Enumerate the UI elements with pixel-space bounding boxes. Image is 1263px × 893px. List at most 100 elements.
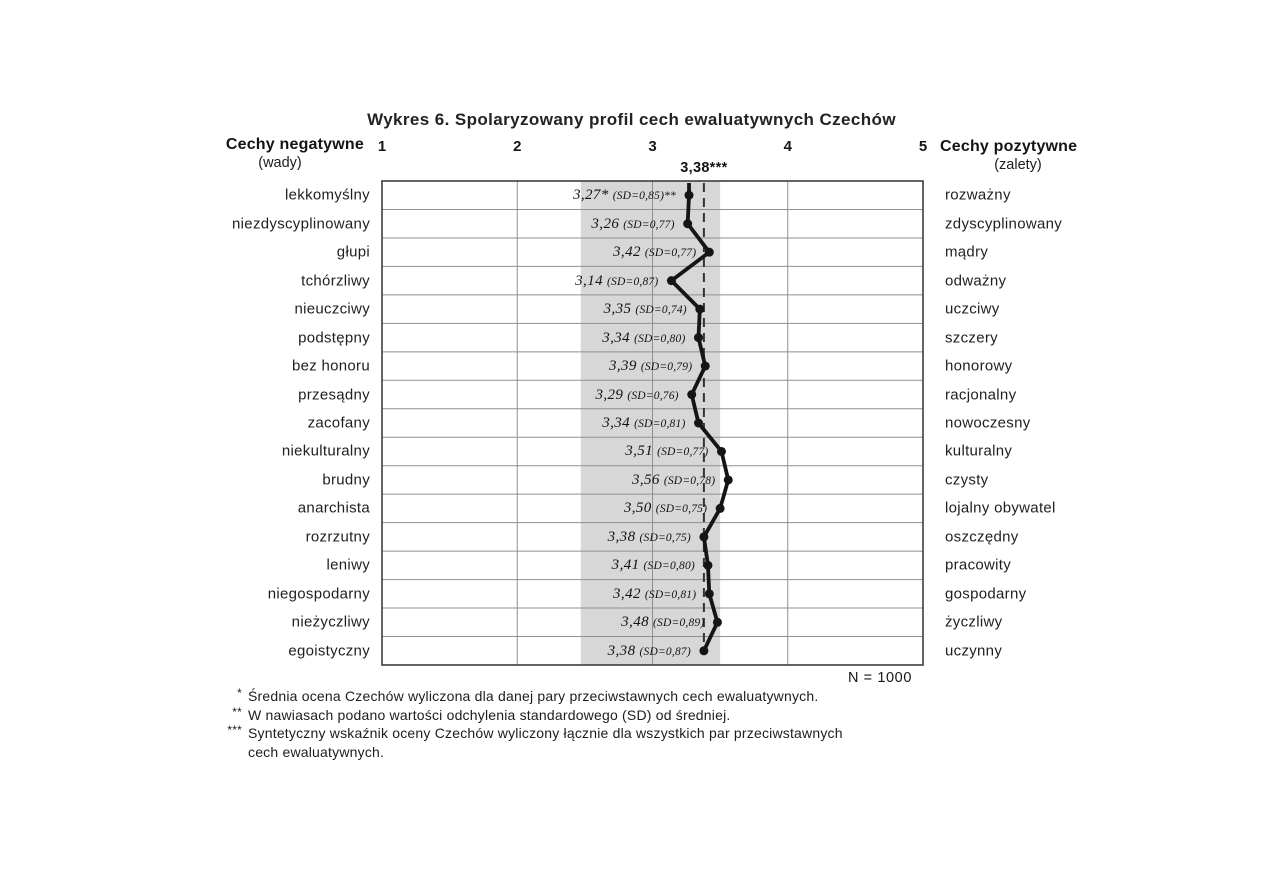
- mean-value: 3,42: [613, 244, 641, 261]
- positive-trait-label: nowoczesny: [945, 414, 1031, 432]
- negative-trait-label: niekulturalny: [281, 442, 370, 460]
- negative-trait-label: egoistyczny: [288, 642, 370, 660]
- footnote-marker: ***: [227, 723, 242, 737]
- sd-value: (SD=0,89): [653, 617, 705, 630]
- footnote: *** Syntetyczny wskaźnik oceny Czechów wy…: [200, 723, 1048, 761]
- mean-value: 3,26: [591, 215, 620, 232]
- positive-trait-label: uczynny: [945, 642, 1003, 660]
- mean-value: 3,39: [608, 358, 637, 375]
- sd-value: (SD=0,77): [623, 218, 675, 231]
- positive-trait-label: życzliwy: [945, 613, 1003, 631]
- data-point: [715, 503, 725, 513]
- negative-trait-label: niezdyscyplinowany: [232, 215, 370, 233]
- mean-value-label: 3,14 (SD=0,87): [575, 272, 658, 290]
- sd-value: (SD=0,81): [634, 418, 686, 430]
- positive-trait-label: mądry: [945, 243, 989, 261]
- plot-border: [381, 180, 924, 666]
- negative-trait-label: anarchista: [297, 499, 370, 517]
- negative-trait-label: głupi: [336, 243, 370, 261]
- data-point: [704, 589, 714, 599]
- mean-value-label: 3,39 (SD=0,79): [609, 357, 692, 375]
- footnote-line: Syntetyczny wskaźnik oceny Czechów wylic…: [248, 725, 843, 741]
- positive-traits-header: Cechy pozytywne: [940, 138, 1078, 155]
- synthetic-index-label: 3,38***: [680, 160, 728, 176]
- sd-value: (SD=0,79): [640, 361, 693, 374]
- mean-value: 3,34: [602, 329, 631, 346]
- mean-value: 3,50: [623, 500, 652, 517]
- data-point: [699, 532, 709, 542]
- mean-value-label: 3,51 (SD=0,77): [625, 442, 708, 460]
- data-point: [704, 247, 714, 257]
- mean-value: 3,41: [611, 557, 640, 574]
- negative-trait-label: przesądny: [298, 386, 370, 404]
- profile-line: [669, 183, 731, 652]
- negative-trait-label: rozrzutny: [305, 528, 370, 546]
- mean-value-label: 3,56 (SD=0,78): [632, 471, 715, 489]
- negative-trait-label: brudny: [322, 471, 370, 489]
- mean-value-label: 3,38 (SD=0,75): [608, 528, 691, 546]
- mean-value-label: 3,38 (SD=0,87): [608, 642, 691, 660]
- sd-value: (SD=0,80): [643, 560, 695, 573]
- axis-tick-label: 5: [918, 138, 928, 155]
- data-point: [703, 560, 713, 570]
- mean-value: 3,42: [613, 585, 641, 602]
- axis-tick-label: 2: [513, 138, 522, 155]
- footnote-marker: **: [232, 704, 242, 719]
- data-point: [712, 617, 722, 627]
- positive-trait-label: honorowy: [945, 357, 1013, 375]
- chart-title: Wykres 6. Spolaryzowany profil cech ewal…: [367, 110, 896, 129]
- footnote-line: W nawiasach podano wartości odchylenia s…: [248, 706, 731, 723]
- mean-value: 3,56: [631, 471, 660, 488]
- sd-value: (SD=0,85)**: [612, 190, 677, 203]
- sd-value: (SD=0,74): [635, 304, 687, 317]
- positive-trait-label: odważny: [945, 272, 1007, 290]
- positive-trait-label: pracowity: [945, 556, 1012, 574]
- negative-traits-subheader: (wady): [258, 155, 302, 171]
- sd-value: (SD=0,87): [607, 275, 659, 288]
- mean-value-label: 3,41 (SD=0,80): [612, 556, 695, 574]
- positive-trait-label: oszczędny: [945, 528, 1019, 546]
- mean-value-label: 3,35 (SD=0,74): [604, 300, 687, 318]
- sample-size-label: N = 1000: [847, 670, 912, 686]
- sd-value: (SD=0,76): [627, 389, 679, 402]
- negative-trait-label: niegospodarny: [267, 585, 370, 603]
- negative-trait-label: lekkomyślny: [285, 186, 370, 204]
- mean-value-label: 3,29 (SD=0,76): [595, 386, 678, 404]
- mean-value-label: 3,48 (SD=0,89): [621, 613, 704, 631]
- sd-value: (SD=0,75): [655, 503, 708, 516]
- sd-value: (SD=0,80): [634, 332, 686, 345]
- data-point: [666, 276, 676, 286]
- mean-value: 3,51: [625, 443, 654, 460]
- data-point: [687, 390, 697, 400]
- sd-value: (SD=0,75): [639, 531, 691, 544]
- data-point: [716, 446, 726, 456]
- footnote-text: Syntetyczny wskaźnik oceny Czechów wylic…: [248, 724, 1048, 761]
- footnote-text: Średnia ocena Czechów wyliczona dla dane…: [248, 687, 1048, 706]
- data-point: [699, 646, 709, 656]
- negative-traits-header: Cechy negatywne: [225, 136, 364, 153]
- positive-trait-label: czysty: [945, 471, 989, 489]
- mean-value: 3,38: [607, 528, 636, 545]
- negative-trait-label: tchórzliwy: [301, 272, 370, 290]
- footnotes: * Średnia ocena Czechów wyliczona dla dan…: [200, 686, 1048, 761]
- mean-value-label: 3,34 (SD=0,81): [602, 414, 685, 432]
- positive-traits-subheader: (zalety): [994, 157, 1042, 173]
- sd-value: (SD=0,78): [663, 474, 716, 487]
- positive-trait-label: lojalny obywatel: [945, 499, 1056, 517]
- negative-trait-label: nieuczciwy: [294, 300, 370, 318]
- data-point: [693, 333, 703, 343]
- footnote-text: W nawiasach podano wartości odchylenia s…: [248, 706, 1048, 725]
- data-point: [693, 418, 703, 428]
- mean-value-label: 3,42 (SD=0,81): [613, 585, 696, 603]
- data-point: [684, 190, 694, 200]
- mean-value-label: 3,42 (SD=0,77): [613, 243, 696, 261]
- footnote: * Średnia ocena Czechów wyliczona dla dan…: [200, 686, 1048, 706]
- positive-trait-label: rozważny: [945, 186, 1011, 204]
- sd-value: (SD=0,87): [639, 645, 691, 658]
- mean-value: 3,38: [607, 642, 636, 659]
- axis-tick-label: 1: [377, 138, 387, 155]
- positive-trait-label: racjonalny: [945, 386, 1017, 404]
- positive-trait-label: uczciwy: [945, 300, 1000, 318]
- mean-value: 3,29: [595, 386, 624, 403]
